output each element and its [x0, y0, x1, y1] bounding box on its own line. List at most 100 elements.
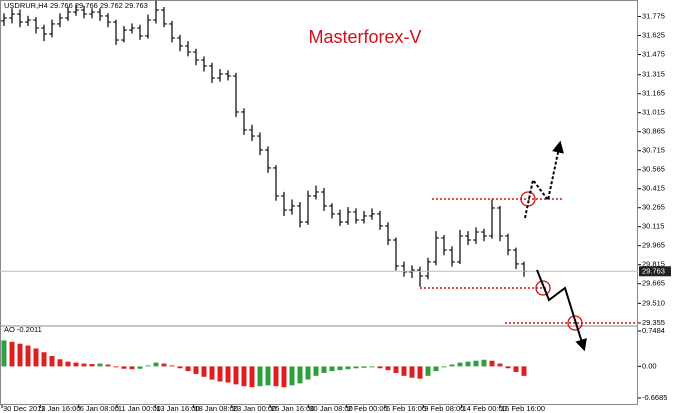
x-tick-label: 6 Feb 16:00	[386, 404, 426, 413]
x-tick-label: 11 Jan 00:00	[118, 404, 161, 413]
ao-bar	[65, 361, 71, 367]
ao-bar	[33, 348, 39, 367]
y-tick-label: 30.865	[642, 127, 665, 136]
ao-bar	[441, 366, 447, 368]
plot-frame	[0, 0, 638, 405]
level-circle	[535, 280, 551, 296]
ao-bar	[521, 366, 527, 376]
ao-bar	[249, 366, 255, 388]
ao-bar	[425, 366, 431, 376]
ao-bar	[377, 366, 383, 369]
ao-bar	[345, 366, 351, 370]
ao-bar	[25, 345, 31, 367]
ao-bar	[401, 366, 407, 376]
y-tick-label: 31.775	[642, 11, 665, 20]
y-tick-label: 29.510	[642, 298, 665, 307]
y-tick-label: 30.265	[642, 203, 665, 212]
ao-bar	[233, 366, 239, 385]
ao-bar	[289, 366, 295, 386]
y-tick-label: 31.015	[642, 108, 665, 117]
ao-bar	[145, 365, 151, 367]
ao-bar	[497, 363, 503, 367]
ao-bar	[209, 366, 215, 380]
x-tick-label: 6 Jan 08:00	[80, 404, 119, 413]
ao-bar	[121, 366, 127, 369]
x-tick-label: 9 Feb 08:00	[424, 404, 464, 413]
ao-bar	[137, 366, 143, 369]
ao-bar	[73, 362, 79, 367]
ao-bar	[409, 366, 415, 378]
ao-bar	[185, 366, 191, 372]
ao-bar	[241, 366, 247, 387]
x-tick-label: 30 Jan 08:00	[309, 404, 352, 413]
y-tick-label: 30.115	[642, 222, 664, 231]
ao-bar	[89, 364, 95, 367]
ao-bar	[17, 343, 23, 367]
brand-label: Masterforex-V	[308, 27, 421, 47]
ao-bar	[153, 362, 159, 367]
y-tick-label: 30.565	[642, 165, 665, 174]
x-tick-label: 3 Jan 16:00	[41, 404, 80, 413]
x-tick-label: 16 Feb 16:00	[501, 404, 545, 413]
ao-bar	[41, 352, 47, 367]
x-tick-label: 25 Jan 16:00	[271, 404, 314, 413]
ao-bar	[313, 366, 319, 376]
ao-bar	[265, 366, 271, 386]
y-tick-label: 30.415	[642, 184, 665, 193]
y-tick-label: 31.625	[642, 30, 665, 39]
x-tick-label: 14 Feb 00:00	[463, 404, 507, 413]
ao-bar	[297, 366, 303, 384]
ao-bar	[361, 366, 367, 368]
ao-bar	[369, 366, 375, 368]
ao-bar	[481, 359, 487, 367]
ao-bar	[273, 366, 279, 387]
ao-bar	[161, 363, 167, 367]
ao-bar	[57, 359, 63, 367]
ao-bar	[433, 366, 439, 372]
y-tick-label: 29.665	[642, 279, 665, 288]
y-tick-label: 29.355	[642, 318, 665, 327]
y-tick-label: 31.475	[642, 49, 665, 58]
ao-bar	[457, 362, 463, 367]
ao-bar	[217, 366, 223, 382]
y-tick-label: -0.6685	[642, 393, 667, 402]
ao-bar	[97, 363, 103, 367]
y-tick-label: 0.7484	[642, 326, 665, 335]
ao-bar	[49, 355, 55, 367]
y-tick-label: 31.165	[642, 89, 665, 98]
ao-bar	[193, 366, 199, 374]
ao-bar	[257, 366, 263, 387]
ao-bar	[1, 340, 7, 367]
last-price-label: 29.763	[642, 266, 665, 275]
x-tick-label: 30 Dec 2011	[3, 404, 45, 413]
ao-bar	[505, 366, 511, 369]
ao-bar	[353, 366, 359, 369]
ao-bar	[465, 361, 471, 367]
annotations	[420, 140, 636, 352]
x-tick-label: 23 Jan 00:00	[233, 404, 276, 413]
y-tick-label: 29.815	[642, 260, 665, 269]
ao-bar	[321, 366, 327, 374]
y-tick-label: 30.715	[642, 146, 665, 155]
scenario-arrow	[536, 269, 587, 352]
ao-bar	[81, 363, 87, 367]
ao-bar	[329, 366, 335, 372]
ao-bar	[417, 366, 423, 379]
ao-bar	[449, 364, 455, 367]
ao-bar	[473, 360, 479, 367]
x-tick-label: 2 Feb 00:00	[348, 404, 388, 413]
ao-bar	[305, 366, 311, 380]
ao-bar	[201, 366, 207, 377]
ao-bar	[113, 366, 119, 368]
ao-bar	[513, 366, 519, 373]
y-tick-label: 31.315	[642, 70, 665, 79]
x-tick-label: 13 Jan 16:00	[156, 404, 199, 413]
x-tick-label: 18 Jan 08:00	[195, 404, 238, 413]
indicator-title: AO -0.2011	[4, 325, 42, 334]
level-circle	[567, 315, 583, 331]
last-price-box	[639, 266, 671, 277]
y-tick-label: 0.00	[642, 361, 657, 370]
scenario-arrow	[524, 140, 564, 219]
ao-bar	[177, 366, 183, 369]
